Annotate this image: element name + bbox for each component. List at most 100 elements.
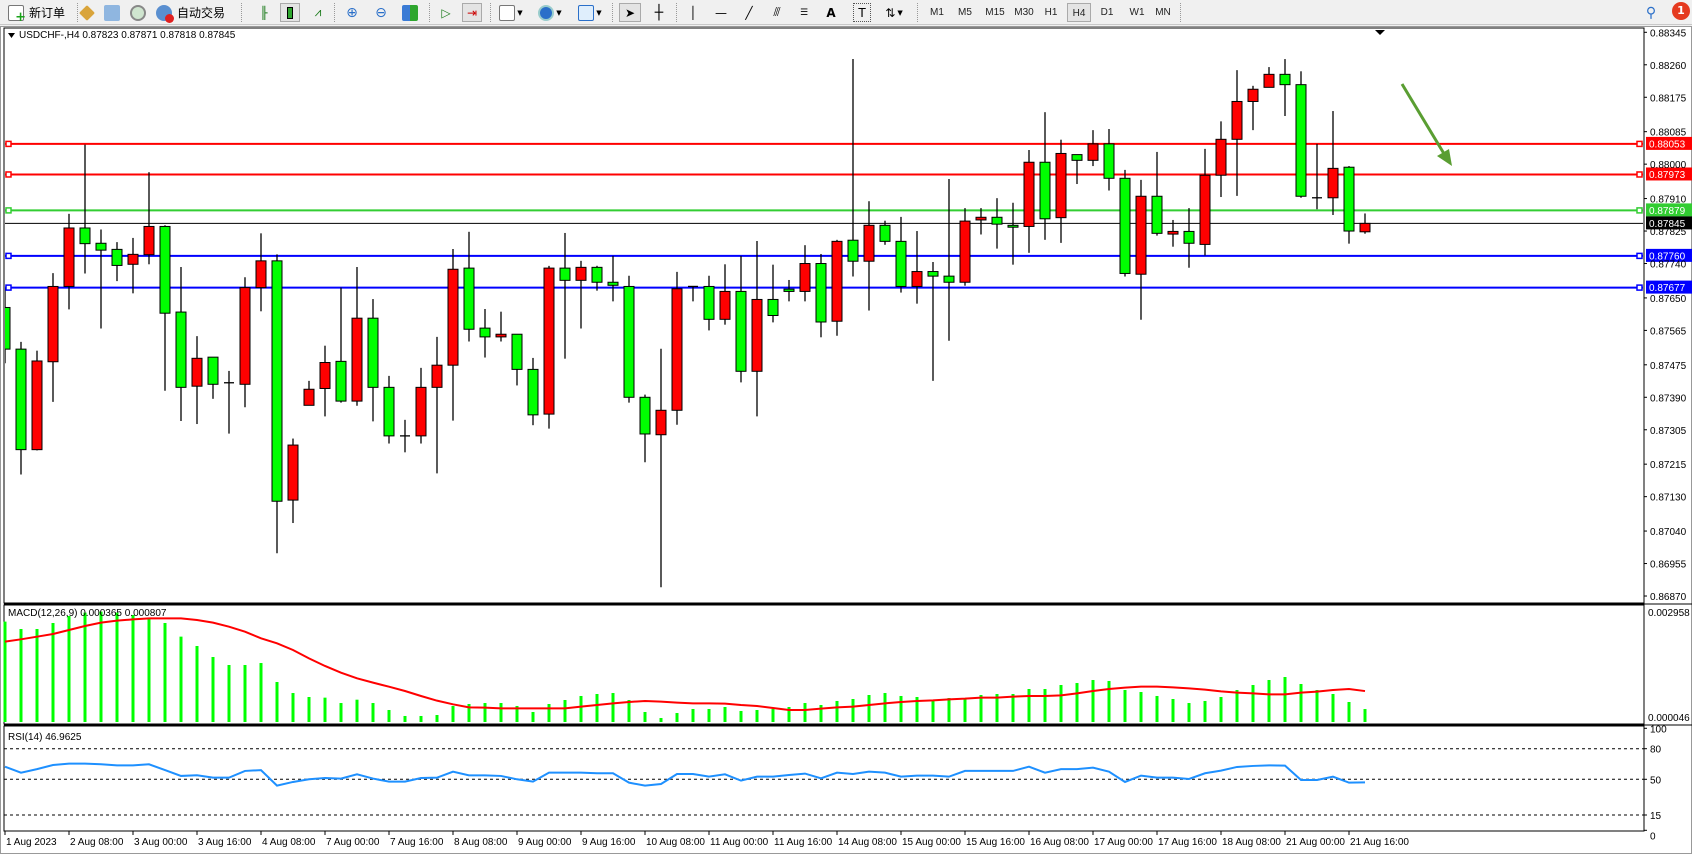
candle [1135, 179, 1147, 320]
symbol-menu-icon [8, 33, 15, 38]
rsi-label: RSI(14) 46.9625 [8, 732, 82, 743]
arrows-button[interactable]: ⇅ ▼ [880, 3, 908, 22]
chart-shift-button[interactable]: ⇥ [462, 3, 482, 22]
price-tick-label: 0.87825 [1650, 227, 1687, 238]
arrows-icon: ⇅ [885, 5, 896, 20]
separator [490, 3, 491, 22]
equidistant-channel-button[interactable]: ⫻ [768, 3, 786, 22]
notification-badge[interactable]: 1 [1672, 2, 1690, 20]
candle [911, 231, 923, 304]
templates-icon [578, 4, 595, 21]
candle [511, 333, 523, 386]
candle [831, 239, 843, 336]
candle [1007, 202, 1019, 265]
timeframe-mn[interactable]: MN [1155, 7, 1171, 18]
candle [895, 216, 907, 293]
text-label-button[interactable]: T [853, 3, 871, 22]
bar-chart-button[interactable]: ╟ [254, 3, 274, 22]
line-chart-icon: ⩘ [314, 5, 322, 19]
indicators-button[interactable]: ▼ [497, 3, 525, 22]
zoom-in-icon: ⊕ [346, 4, 358, 21]
price-tick-label: 0.87650 [1650, 294, 1687, 305]
zoom-in-button[interactable]: ⊕ [342, 3, 362, 22]
candle [1247, 85, 1259, 131]
candle [1103, 128, 1115, 191]
candle-body [335, 360, 347, 402]
text-button[interactable]: A [822, 3, 840, 22]
candle-body [639, 396, 651, 435]
zoom-out-button[interactable]: ⊖ [371, 3, 391, 22]
time-label: 7 Aug 00:00 [326, 837, 380, 848]
arrow-head-icon [1437, 149, 1452, 166]
level-handle [1636, 171, 1643, 178]
candle [959, 208, 971, 286]
time-label: 21 Aug 16:00 [1350, 837, 1409, 848]
candle-body [207, 356, 219, 385]
candle [543, 265, 555, 429]
timeframe-m30[interactable]: M30 [1014, 7, 1034, 18]
tile-windows-button[interactable] [400, 3, 420, 22]
new-order-button[interactable]: + 新订单 [8, 3, 65, 24]
trendline-button[interactable]: ╱ [740, 3, 758, 22]
timeframe-w1[interactable]: W1 [1129, 7, 1145, 18]
time-label: 11 Aug 16:00 [774, 837, 833, 848]
candle-body [1119, 177, 1131, 274]
candle [1263, 67, 1275, 88]
candle-body [303, 388, 315, 406]
candle [47, 273, 59, 402]
timeframe-m1[interactable]: M1 [930, 7, 944, 18]
candle-body [319, 362, 331, 389]
candles-group [5, 59, 1643, 588]
candlestick-button[interactable] [280, 3, 300, 22]
candle-body [943, 275, 955, 283]
candle-body [367, 317, 379, 388]
price-tick-label: 0.87040 [1650, 527, 1687, 538]
signals-icon [130, 4, 146, 21]
fibonacci-button[interactable]: ☰ [795, 3, 813, 22]
price-tick-label: 0.88085 [1650, 128, 1687, 139]
crosshair-button[interactable]: ┼ [649, 3, 669, 22]
candle-body [495, 333, 507, 338]
signals-button[interactable] [129, 3, 147, 22]
fibonacci-icon: ☰ [799, 7, 809, 18]
cursor-button[interactable]: ➤ [619, 3, 641, 22]
search-button[interactable]: ⚲ [1642, 3, 1660, 22]
candle [847, 59, 859, 277]
separator [77, 3, 78, 22]
vertical-line-button[interactable]: │ [684, 3, 702, 22]
candle [735, 255, 747, 383]
time-label: 8 Aug 08:00 [454, 837, 508, 848]
time-label: 10 Aug 08:00 [646, 837, 705, 848]
candle-body [591, 266, 603, 283]
timeframe-m5[interactable]: M5 [958, 7, 972, 18]
horizontal-line-button[interactable]: — [712, 3, 730, 22]
timeframe-h1[interactable]: H1 [1044, 7, 1058, 18]
candle [671, 271, 683, 425]
chart-shift-icon: ⇥ [466, 5, 478, 20]
templates-button[interactable]: ▼ [576, 3, 604, 22]
history-center-button[interactable] [103, 3, 121, 22]
candle-body [1151, 195, 1163, 234]
candle-body [543, 267, 555, 415]
time-label: 9 Aug 00:00 [518, 837, 572, 848]
candle-body [959, 220, 971, 283]
candle [367, 299, 379, 422]
candle-body [191, 357, 203, 387]
line-chart-button[interactable]: ⩘ [308, 3, 328, 22]
auto-trading-button[interactable]: 自动交易 [156, 3, 225, 23]
level-handle [1636, 207, 1643, 214]
candle-body [1343, 166, 1355, 232]
time-label: 1 Aug 2023 [6, 837, 57, 848]
candle [400, 419, 410, 453]
auto-scroll-button[interactable]: ▷ [436, 3, 456, 22]
candle [1167, 219, 1179, 247]
candle-body [767, 298, 779, 316]
candle [623, 275, 635, 403]
timeframe-d1[interactable]: D1 [1100, 7, 1114, 18]
timeframe-h4[interactable]: H4 [1067, 3, 1091, 22]
candle-body [671, 288, 683, 411]
candle [575, 260, 587, 329]
timeframe-m15[interactable]: M15 [985, 7, 1005, 18]
periods-button[interactable]: ▼ [536, 3, 564, 22]
